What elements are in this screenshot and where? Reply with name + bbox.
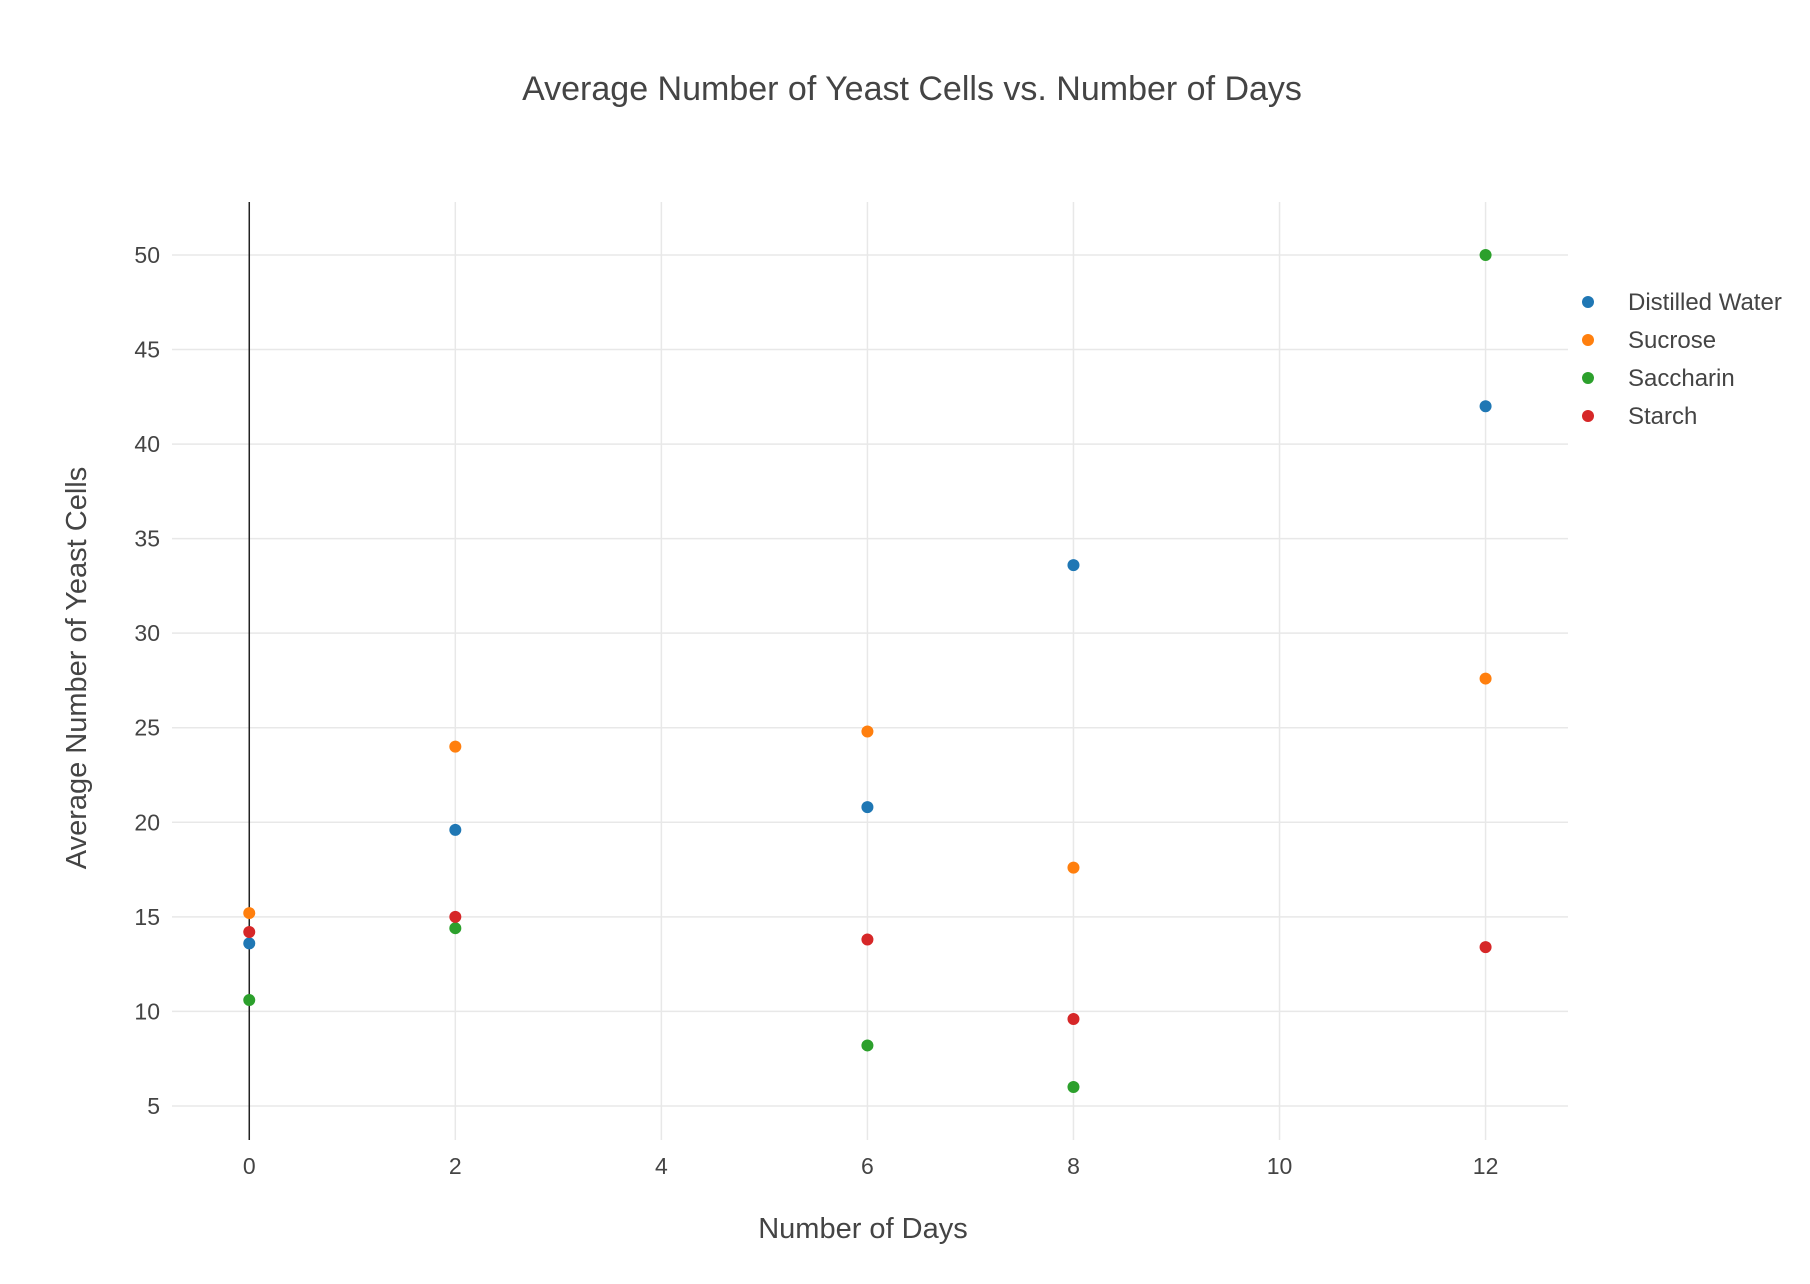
x-axis-title: Number of Days [758, 1213, 968, 1245]
y-tick-label: 5 [147, 1093, 160, 1119]
x-tick-label: 8 [1067, 1153, 1080, 1179]
grid [172, 202, 1568, 1140]
legend-item-distilled-water[interactable]: Distilled Water [1582, 289, 1782, 316]
y-tick-label: 35 [134, 526, 160, 552]
data-point-distilled-water[interactable] [243, 937, 256, 950]
y-tick-label: 25 [134, 715, 160, 741]
y-tick-label: 50 [134, 242, 160, 268]
legend-marker-starch [1582, 410, 1594, 422]
data-point-saccharin[interactable] [1479, 248, 1492, 261]
data-point-distilled-water[interactable] [1067, 559, 1080, 572]
legend-item-saccharin[interactable]: Saccharin [1582, 365, 1735, 392]
x-tick-label: 6 [861, 1153, 874, 1179]
data-point-sucrose[interactable] [449, 740, 462, 753]
data-point-distilled-water[interactable] [449, 823, 462, 836]
x-tick-label: 4 [655, 1153, 668, 1179]
legend-label-starch: Starch [1628, 403, 1697, 430]
data-point-saccharin[interactable] [449, 922, 462, 935]
x-tick-label: 2 [449, 1153, 462, 1179]
y-tick-label: 40 [134, 431, 160, 457]
data-point-starch[interactable] [1067, 1012, 1080, 1025]
y-tick-label: 30 [134, 620, 160, 646]
legend[interactable]: Distilled Water Sucrose Saccharin Starch [1582, 289, 1782, 430]
x-tick-label: 12 [1473, 1153, 1499, 1179]
data-point-distilled-water[interactable] [861, 801, 874, 814]
data-point-starch[interactable] [243, 925, 256, 938]
data-point-saccharin[interactable] [861, 1039, 874, 1052]
data-points [243, 248, 1492, 1094]
y-tick-label: 20 [134, 809, 160, 835]
y-tick-label: 15 [134, 904, 160, 930]
legend-marker-sucrose [1582, 334, 1594, 346]
y-tick-label: 45 [134, 337, 160, 363]
x-tick-label: 0 [243, 1153, 256, 1179]
data-point-saccharin[interactable] [1067, 1081, 1080, 1094]
data-point-starch[interactable] [1479, 941, 1492, 954]
data-point-sucrose[interactable] [1067, 861, 1080, 874]
legend-marker-saccharin [1582, 372, 1594, 384]
data-point-starch[interactable] [449, 910, 462, 923]
data-point-starch[interactable] [861, 933, 874, 946]
legend-label-saccharin: Saccharin [1628, 365, 1735, 392]
data-point-saccharin[interactable] [243, 994, 256, 1007]
y-axis-title: Average Number of Yeast Cells [61, 467, 93, 869]
legend-item-sucrose[interactable]: Sucrose [1582, 327, 1716, 354]
y-tick-label: 10 [134, 998, 160, 1024]
legend-label-sucrose: Sucrose [1628, 327, 1716, 354]
data-point-sucrose[interactable] [1479, 672, 1492, 685]
x-tick-label: 10 [1267, 1153, 1293, 1179]
chart-title: Average Number of Yeast Cells vs. Number… [522, 70, 1302, 108]
legend-item-starch[interactable]: Starch [1582, 403, 1697, 430]
data-point-sucrose[interactable] [861, 725, 874, 738]
legend-label-distilled-water: Distilled Water [1628, 289, 1782, 316]
data-point-distilled-water[interactable] [1479, 400, 1492, 413]
axes: 5 10 15 20 25 30 35 40 45 50 0 2 4 6 8 10 12 [134, 202, 1498, 1179]
data-point-sucrose[interactable] [243, 907, 256, 920]
legend-marker-distilled-water [1582, 296, 1594, 308]
